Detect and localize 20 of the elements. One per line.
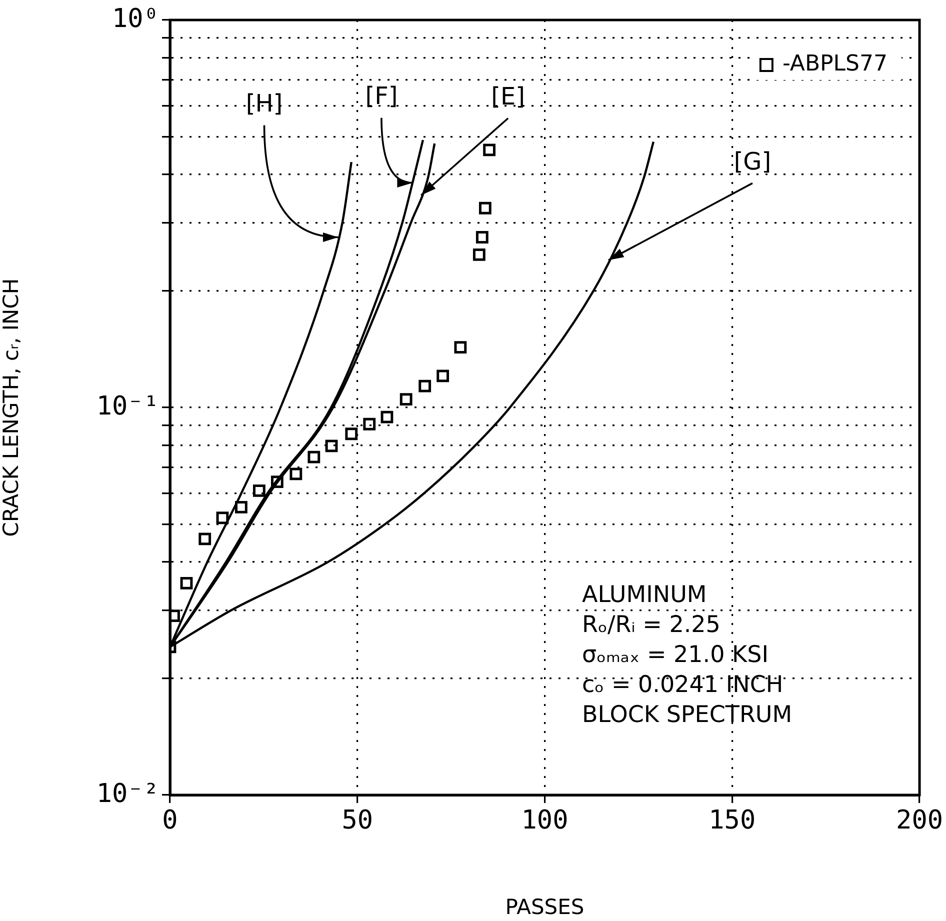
annotation: [G] (734, 147, 772, 176)
x-tick-label: 100 (521, 805, 568, 836)
annotation: [E] (491, 82, 526, 110)
annotation: BLOCK SPECTRUM (582, 702, 792, 728)
x-axis-title: PASSES (505, 894, 584, 919)
x-tick-label: 50 (342, 805, 374, 836)
annotation: [F] (365, 82, 398, 110)
y-tick-label: 10⁻² (96, 778, 159, 809)
annotation: Rₒ/Rᵢ = 2.25 (582, 612, 720, 638)
legend-label: -ABPLS77 (782, 52, 888, 77)
y-tick-label: 10⁻¹ (96, 391, 159, 422)
y-tick-label: 10⁰ (112, 4, 159, 34)
x-tick-label: 150 (708, 805, 756, 836)
x-tick-label: 0 (162, 805, 178, 836)
annotation: σₒₘₐₓ = 21.0 KSI (582, 642, 769, 668)
y-axis-title: CRACK LENGTH, cᵣ, INCH (0, 278, 24, 537)
annotation: cₒ = 0.0241 INCH (582, 672, 784, 698)
x-tick-label: 200 (896, 805, 944, 836)
annotation: ALUMINUM (582, 582, 707, 608)
annotation: [H] (246, 89, 283, 118)
